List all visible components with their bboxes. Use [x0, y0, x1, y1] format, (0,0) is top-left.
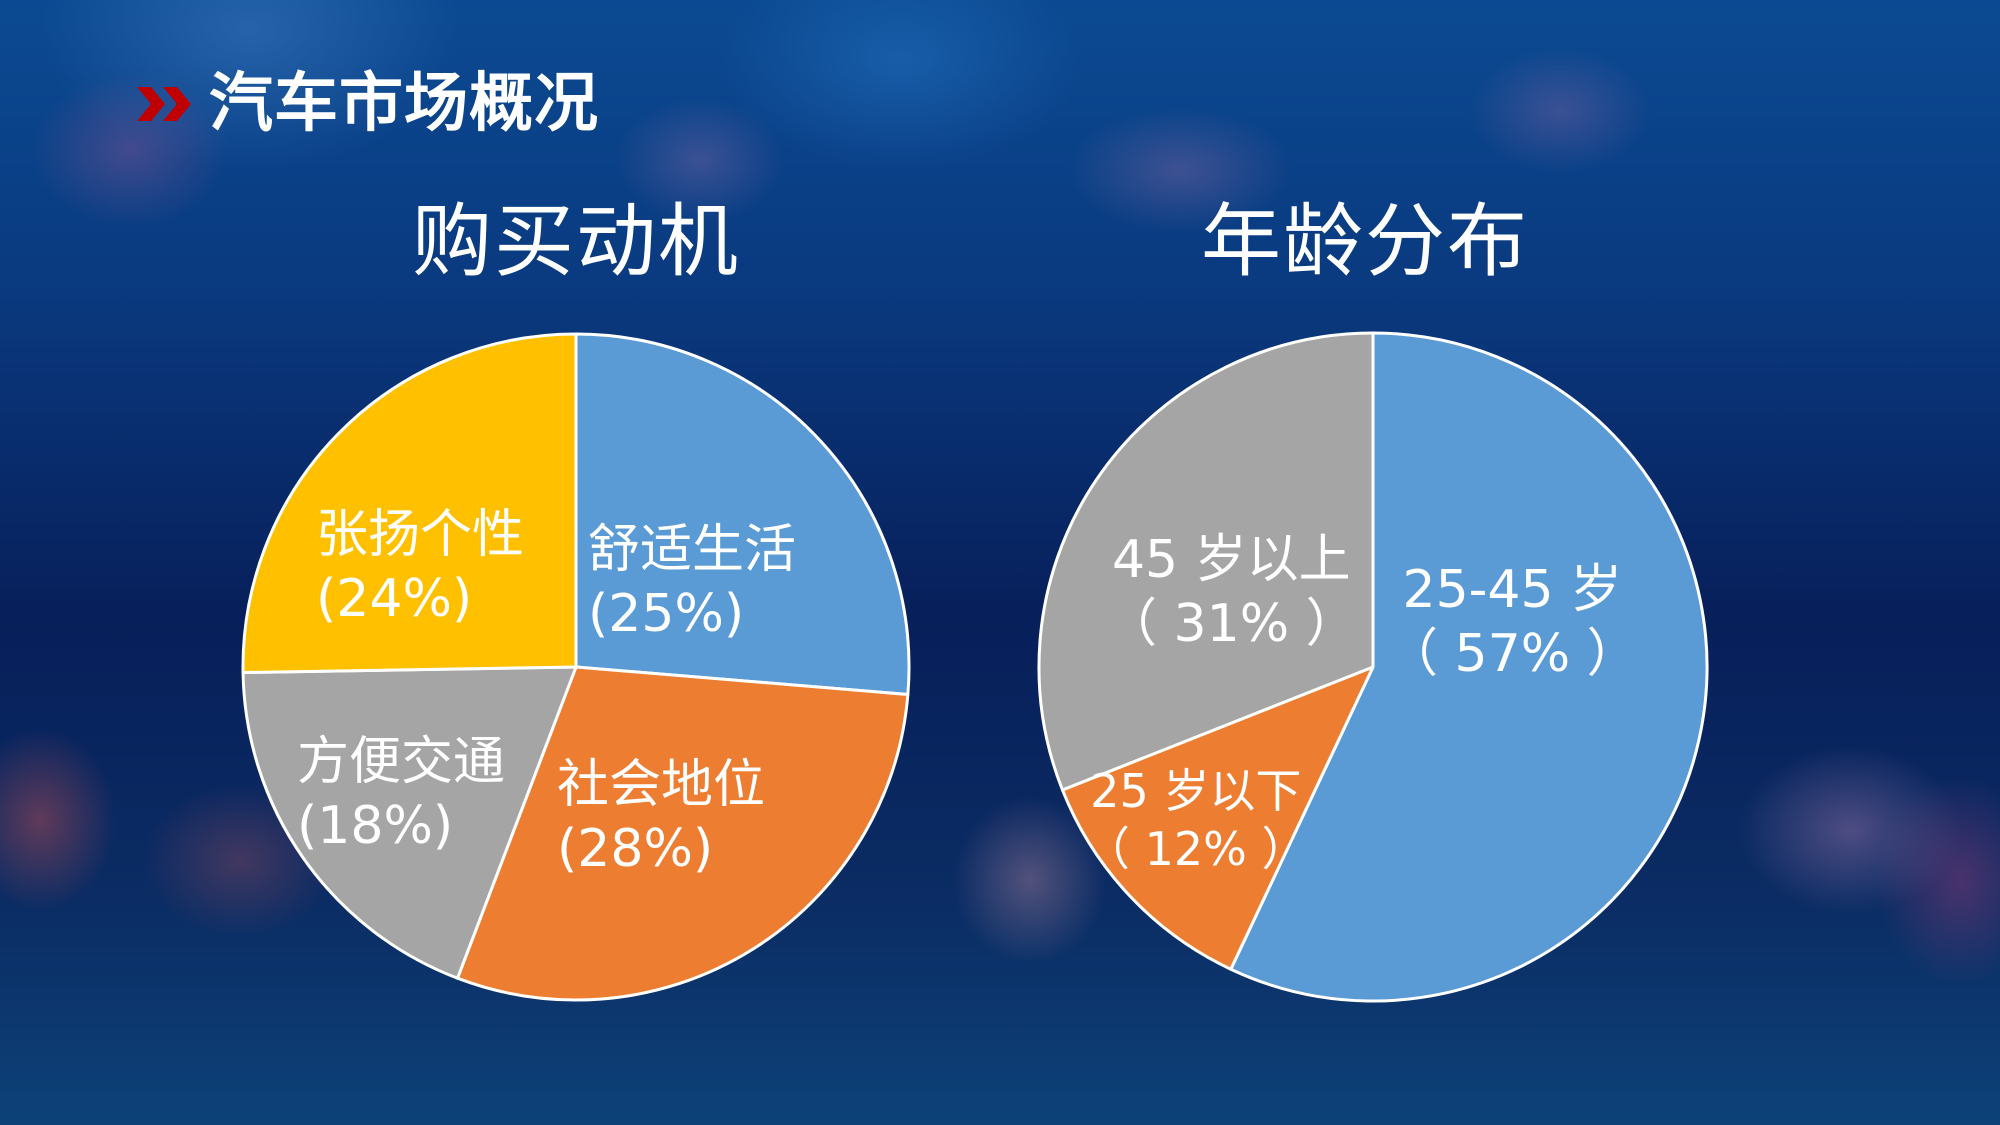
slice-label-name: 社会地位 — [557, 755, 766, 815]
slice-label-comfort: 舒适生活 (25%) — [588, 518, 796, 646]
slice-label-percent: (28%) — [557, 819, 714, 879]
chart-title-purchase-motivation: 购买动机 — [412, 195, 740, 288]
pie-chart-purchase-motivation — [241, 332, 911, 1002]
pie-chart-age-distribution — [1037, 331, 1709, 1003]
pie-slice — [1037, 331, 1375, 792]
slice-label-percent: （ 12% ） — [1084, 822, 1308, 876]
slice-label-name: 舒适生活 — [588, 520, 797, 580]
double-chevron-right-icon — [137, 87, 191, 121]
pie-slice — [1229, 331, 1709, 1003]
slice-label-over-45: 45 岁以上 （ 31% ） — [1105, 528, 1358, 656]
slice-label-25-45: 25-45 岁 （ 57% ） — [1386, 558, 1639, 686]
slice-label-under-25: 25 岁以下 （ 12% ） — [1084, 762, 1308, 878]
pie-slice — [241, 665, 578, 980]
slide-header: 汽车市场概况 — [137, 68, 599, 140]
slice-label-name: 45 岁以上 — [1111, 530, 1351, 590]
slice-label-name: 25 岁以下 — [1090, 764, 1302, 818]
pie-slice — [456, 665, 910, 1002]
pie-slice — [241, 332, 578, 675]
slice-label-name: 25-45 岁 — [1402, 560, 1623, 620]
pie-slice — [574, 332, 911, 696]
slice-label-percent: (24%) — [316, 569, 473, 629]
pie-slice — [1060, 665, 1375, 971]
slide-title: 汽车市场概况 — [209, 67, 599, 141]
slice-label-name: 方便交通 — [297, 732, 506, 792]
slice-label-percent: (18%) — [297, 796, 454, 856]
slice-label-social-status: 社会地位 (28%) — [557, 753, 765, 881]
slice-label-percent: (25%) — [588, 584, 745, 644]
chart-title-age-distribution: 年龄分布 — [1201, 195, 1529, 288]
slice-label-percent: （ 57% ） — [1386, 624, 1639, 684]
slice-label-convenient-transport: 方便交通 (18%) — [297, 730, 505, 858]
slice-label-percent: （ 31% ） — [1105, 594, 1358, 654]
slice-label-name: 张扬个性 — [316, 505, 525, 565]
slice-label-personality: 张扬个性 (24%) — [316, 503, 524, 631]
